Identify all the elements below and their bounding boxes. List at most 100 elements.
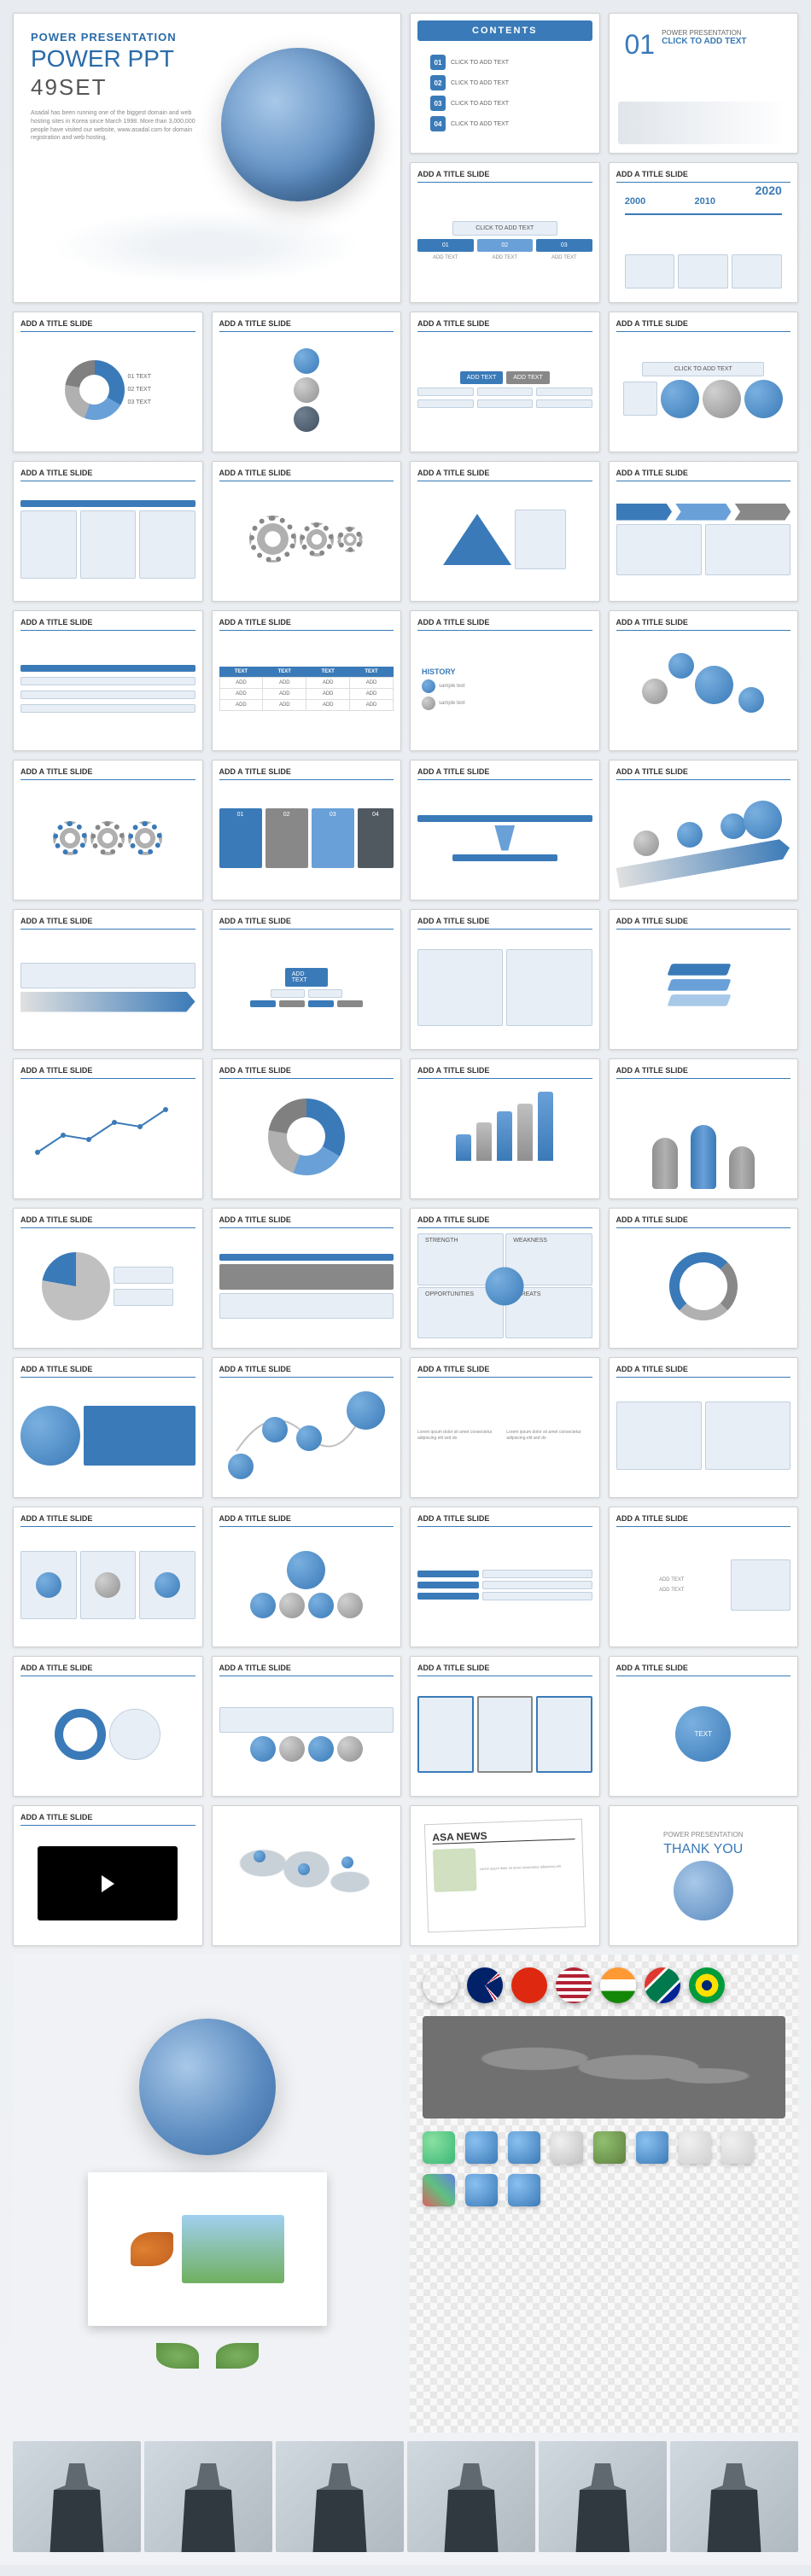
newspaper: ASA NEWS Lorem ipsum dolor sit amet cons… — [424, 1819, 586, 1932]
pie-chart — [42, 1252, 110, 1320]
business-photo — [407, 2441, 535, 2552]
slide-title: ADD A TITLE SLIDE — [417, 1664, 592, 1672]
bullet-icon — [422, 696, 435, 710]
ring-slide: ADD A TITLE SLIDE — [13, 1656, 203, 1797]
path-circles-slide: ADD A TITLE SLIDE — [212, 1357, 402, 1498]
list-slide: ADD A TITLE SLIDE — [13, 610, 203, 751]
plant-icon — [593, 2131, 626, 2164]
slide-title: ADD A TITLE SLIDE — [417, 917, 592, 925]
tab: 01 — [417, 239, 474, 252]
thank-main: THANK YOU — [663, 1842, 743, 1857]
panel — [417, 1696, 474, 1773]
spoke-icon — [250, 1593, 276, 1618]
slide-title: ADD A TITLE SLIDE — [219, 917, 394, 925]
sphere-icon — [661, 380, 699, 418]
donut-chart — [268, 1099, 345, 1175]
cover-description: Asadal has been running one of the bigge… — [31, 109, 201, 143]
cog-icon — [53, 821, 87, 855]
assets-section — [13, 1955, 798, 2552]
icon-card — [20, 1551, 77, 1619]
stacked-bars-slide: ADD A TITLE SLIDE — [212, 1208, 402, 1349]
bar — [476, 1122, 492, 1161]
header-bar — [20, 500, 195, 507]
circle-icon — [294, 348, 319, 374]
content-box — [616, 524, 702, 575]
tab: 02 — [477, 239, 534, 252]
thankyou-slide: POWER PRESENTATION THANK YOU — [609, 1805, 799, 1946]
spoke-icon — [308, 1593, 334, 1618]
arrow-chevrons-slide: ADD A TITLE SLIDE — [609, 461, 799, 602]
numbered-boxes-slide: ADD A TITLE SLIDE 01 02 03 04 — [212, 760, 402, 900]
legend-box — [114, 1267, 173, 1284]
cover-map-bg — [26, 204, 388, 289]
text-col — [417, 949, 503, 1026]
cover-supertitle: POWER PRESENTATION — [31, 31, 383, 44]
cylinder — [729, 1146, 755, 1189]
contents-item: 03CLICK TO ADD TEXT — [430, 96, 580, 111]
flags-row — [423, 1967, 785, 2003]
bar — [456, 1134, 471, 1162]
slide-title: ADD A TITLE SLIDE — [219, 1365, 394, 1373]
panel — [536, 1696, 592, 1773]
process-chevrons-slide: ADD A TITLE SLIDE — [13, 909, 203, 1050]
map-pin-icon — [341, 1856, 353, 1868]
grid-cell — [482, 1592, 592, 1600]
ring-companion — [109, 1709, 160, 1760]
monitor-icon — [508, 2131, 540, 2164]
text-grid-slide: ADD A TITLE SLIDE Lorem ipsum dolor sit … — [410, 1357, 600, 1498]
path-node — [296, 1425, 322, 1451]
world-map-slide — [212, 1805, 402, 1946]
contents-list: 01CLICK TO ADD TEXT 02CLICK TO ADD TEXT … — [417, 48, 592, 138]
tab-desc: ADD TEXT — [477, 255, 534, 260]
flow-box: ADD TEXT — [506, 371, 550, 384]
flow-box — [477, 388, 534, 396]
box — [623, 382, 657, 416]
layer — [667, 979, 731, 991]
dark-world-map — [423, 2016, 785, 2118]
slide-title: ADD A TITLE SLIDE — [20, 1664, 195, 1672]
slide-title: ADD A TITLE SLIDE — [616, 1365, 791, 1373]
video-slide: ADD A TITLE SLIDE — [13, 1805, 203, 1946]
layers-icon — [669, 962, 738, 1013]
org-chart-slide: ADD A TITLE SLIDE ADD TEXT — [212, 909, 402, 1050]
cogs-slide: ADD A TITLE SLIDE — [13, 760, 203, 900]
bar — [497, 1111, 512, 1162]
sync-icon — [508, 2174, 540, 2206]
slide-title: ADD A TITLE SLIDE — [616, 1066, 791, 1075]
user-blank-icon — [721, 2131, 754, 2164]
icon-cards-slide: ADD A TITLE SLIDE — [13, 1507, 203, 1647]
contents-item: 04CLICK TO ADD TEXT — [430, 116, 580, 131]
list-item — [20, 704, 195, 713]
slide-title: ADD A TITLE SLIDE — [219, 319, 394, 328]
media-panel — [705, 1402, 791, 1470]
milestone-icon — [744, 801, 782, 839]
text-block: Lorem ipsum dolor sit amet consectetur a… — [417, 1430, 503, 1441]
data-table: TEXTTEXTTEXTTEXT ADDADDADDADD ADDADDADDA… — [219, 667, 394, 711]
slide-title: ADD A TITLE SLIDE — [20, 767, 195, 776]
butterfly-icon — [131, 2232, 173, 2266]
sphere-icon — [703, 380, 741, 418]
line-chart — [29, 1093, 187, 1180]
legend-item: 03 TEXT — [128, 399, 152, 405]
slide-title: ADD A TITLE SLIDE — [20, 1066, 195, 1075]
section-bar — [618, 102, 790, 144]
tab: 03 — [536, 239, 592, 252]
card-icon — [155, 1572, 180, 1598]
process-arrow — [20, 992, 195, 1012]
path-node — [262, 1417, 288, 1442]
timeline-slide: ADD A TITLE SLIDE 2000 2010 2020 — [609, 162, 799, 303]
bar — [517, 1104, 533, 1162]
flow-box — [477, 399, 534, 408]
swot-slide: ADD A TITLE SLIDE STRENGTH WEAKNESS OPPO… — [410, 1208, 600, 1349]
column-box — [139, 510, 195, 579]
pyramid-slide: ADD A TITLE SLIDE — [410, 461, 600, 602]
slide-title: ADD A TITLE SLIDE — [616, 170, 791, 178]
concept-sphere: TEXT — [675, 1706, 731, 1762]
funnel-slide: ADD A TITLE SLIDE — [410, 760, 600, 900]
video-player — [38, 1846, 178, 1920]
business-photo — [13, 2441, 141, 2552]
section-number: 01 — [625, 29, 656, 61]
contents-num: 02 — [430, 75, 446, 90]
cog-icon — [128, 821, 162, 855]
num-box: 01 — [219, 808, 262, 868]
